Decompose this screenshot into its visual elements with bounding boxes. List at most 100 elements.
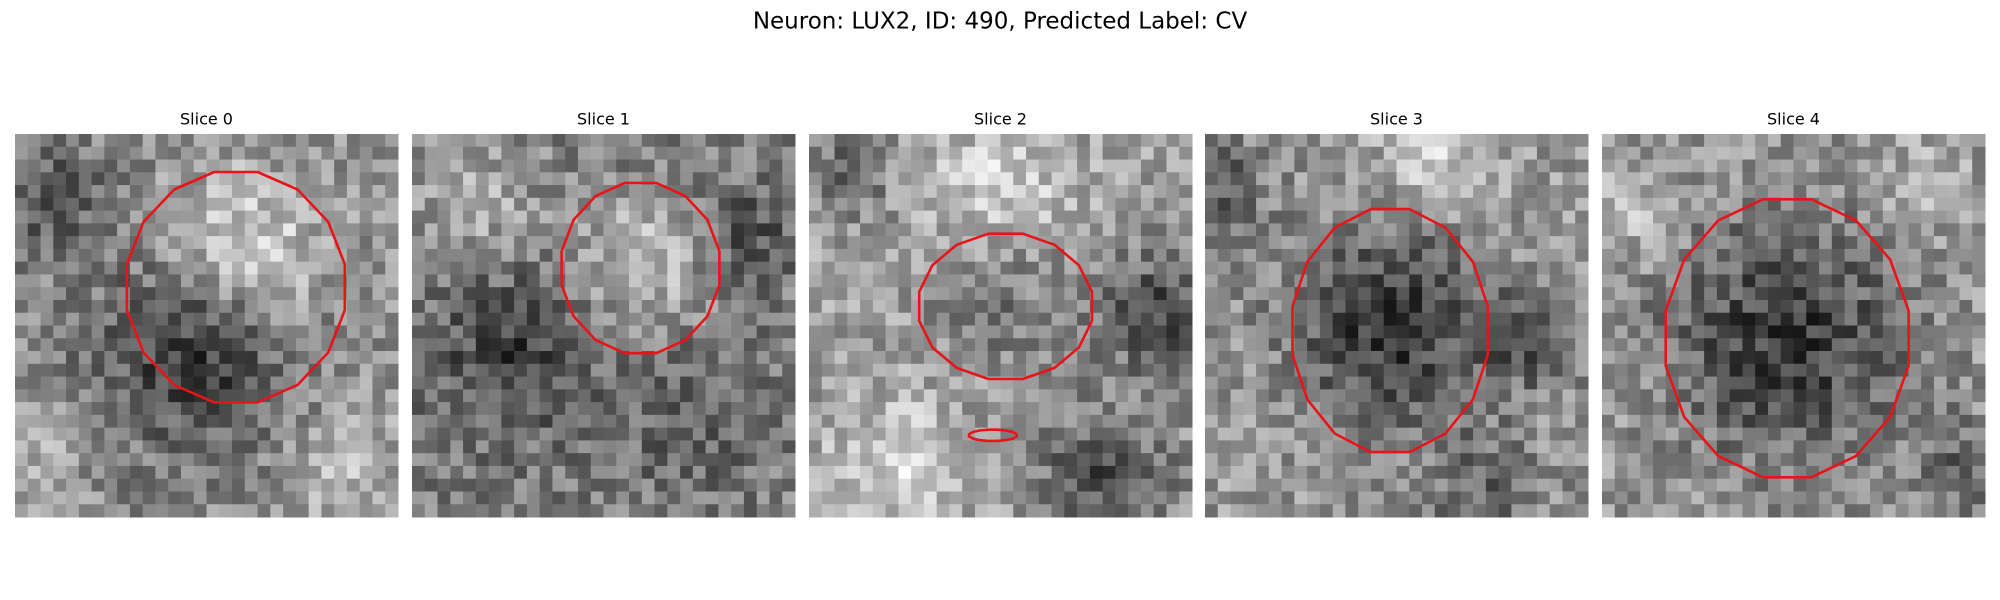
pixel [1051, 414, 1065, 429]
pixel [809, 274, 823, 288]
pixel [911, 159, 925, 173]
pixel [308, 185, 322, 199]
pixel [66, 146, 80, 161]
pixel [346, 478, 361, 492]
pixel [1102, 172, 1116, 186]
pixel [1256, 146, 1270, 161]
pixel [872, 325, 887, 339]
pixel [232, 491, 246, 505]
pixel [1358, 312, 1372, 326]
pixel [1498, 491, 1512, 505]
pixel [680, 287, 694, 301]
pixel [359, 325, 373, 339]
pixel [1614, 376, 1629, 390]
pixel [526, 427, 541, 441]
pixel [359, 223, 373, 237]
pixel [1038, 351, 1053, 365]
pixel [1959, 465, 1973, 480]
pixel [1447, 197, 1461, 212]
pixel [1793, 261, 1807, 275]
pixel [1153, 223, 1167, 237]
pixel [526, 351, 541, 365]
pixel [206, 376, 220, 390]
pixel [692, 146, 707, 161]
pixel [577, 210, 592, 224]
pixel [142, 248, 156, 263]
pixel [1653, 402, 1667, 416]
pixel [1243, 236, 1257, 250]
pixel [1716, 236, 1731, 250]
pixel [1549, 351, 1563, 365]
pixel [295, 491, 310, 505]
pixel [1908, 351, 1922, 365]
pixel [424, 274, 439, 288]
pixel [180, 325, 195, 339]
pixel [142, 465, 156, 480]
pixel [1205, 427, 1219, 441]
pixel [1678, 134, 1692, 148]
pixel [1064, 440, 1078, 454]
pixel [1307, 197, 1321, 212]
pixel [463, 491, 477, 505]
pixel [1485, 402, 1500, 416]
pixel [936, 299, 950, 314]
pixel [1268, 402, 1283, 416]
pixel [1447, 338, 1461, 352]
pixel [15, 453, 29, 467]
pixel [1409, 312, 1423, 326]
pixel [1653, 172, 1667, 186]
pixel [1153, 376, 1167, 390]
pixel [731, 197, 745, 212]
pixel [475, 351, 490, 365]
pixel [104, 274, 118, 288]
pixel [450, 236, 464, 250]
pixel [616, 223, 630, 237]
pixel [731, 478, 745, 492]
pixel [475, 159, 490, 173]
pixel [1780, 236, 1794, 250]
pixel [898, 491, 912, 505]
pixel [1857, 453, 1871, 467]
pixel [1051, 312, 1065, 326]
pixel [1000, 414, 1014, 429]
pixel [475, 236, 490, 250]
pixel [1793, 453, 1807, 467]
pixel [1128, 248, 1142, 263]
pixel [1921, 185, 1935, 199]
pixel [872, 491, 887, 505]
pixel [1498, 440, 1512, 454]
pixel [1102, 363, 1116, 378]
pixel [1447, 504, 1461, 518]
pixel [847, 414, 861, 429]
pixel [385, 453, 399, 467]
pixel [1729, 185, 1743, 199]
pixel [1281, 440, 1295, 454]
pixel [1729, 414, 1743, 429]
pixel [1946, 363, 1960, 378]
pixel [1729, 478, 1743, 492]
pixel [168, 389, 182, 403]
pixel [1205, 465, 1219, 480]
pixel [1102, 197, 1116, 212]
pixel [346, 338, 361, 352]
pixel [1549, 197, 1563, 212]
pixel [437, 287, 451, 301]
pixel [552, 504, 566, 518]
pixel [1281, 146, 1295, 161]
pixel [308, 134, 322, 148]
pixel [1409, 134, 1423, 148]
pixel [756, 274, 770, 288]
pixel [1895, 197, 1909, 212]
pixel [1704, 389, 1718, 403]
pixel [1857, 363, 1871, 378]
pixel [1780, 363, 1794, 378]
pixel [603, 197, 617, 212]
pixel [1678, 363, 1692, 378]
pixel [40, 185, 54, 199]
pixel [1806, 351, 1820, 365]
pixel [488, 414, 502, 429]
pixel [1319, 325, 1334, 339]
pixel [526, 504, 541, 518]
pixel [40, 248, 54, 263]
pixel [219, 185, 233, 199]
